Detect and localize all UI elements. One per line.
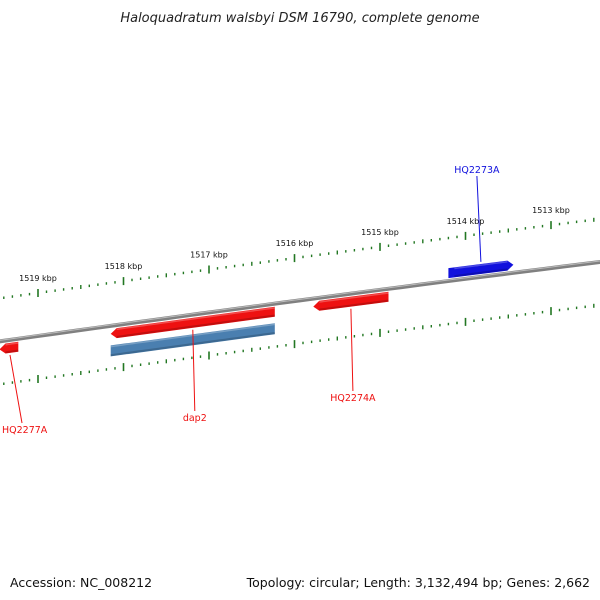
gene-feature-dap2[interactable] [110, 306, 275, 339]
tick-label: 1518 kbp [105, 262, 143, 271]
gene-feature-hq2274a[interactable] [313, 291, 389, 311]
gene-shadow [454, 268, 508, 278]
gene-label-leader [350, 308, 354, 392]
gene-label-leader [476, 175, 482, 262]
gene-highlight [5, 342, 19, 346]
genome-backbone [0, 260, 600, 344]
tick-label: 1517 kbp [190, 251, 228, 260]
gene-label-leader [9, 354, 23, 424]
tick-label: 1516 kbp [276, 239, 314, 248]
gene-label-hq2273a[interactable]: HQ2273A [454, 165, 500, 176]
gene-shadow [5, 349, 19, 354]
gene-highlight [319, 292, 389, 303]
genome-summary-text: Topology: circular; Length: 3,132,494 bp… [246, 575, 590, 590]
backbone-highlight [0, 260, 600, 341]
gene-label-hq2274a[interactable]: HQ2274A [330, 393, 376, 404]
gene-feature-hq2277a[interactable] [0, 341, 19, 354]
tick-label: 1515 kbp [361, 228, 399, 237]
tick-layer: 1513 kbp 1514 kbp 1515 kbp 1516 kbp 1517 kbp… [3, 206, 595, 385]
gene-highlight [116, 307, 275, 331]
gene-layer [0, 260, 514, 357]
gene-label-leader [192, 329, 196, 412]
gene-label-hq2277a[interactable]: HQ2277A [2, 425, 48, 436]
gene-label-dap2[interactable]: dap2 [183, 413, 207, 424]
gene-feature-hq2273a[interactable] [448, 260, 514, 279]
gene-highlight [454, 261, 508, 270]
tick-label: 1513 kbp [532, 206, 570, 215]
gene-shadow [116, 314, 275, 338]
tick-label: 1514 kbp [447, 217, 485, 226]
map-title: Haloquadratum walsbyi DSM 16790, complet… [120, 11, 479, 26]
gene-shadow [319, 299, 389, 311]
accession-text: Accession: NC_008212 [10, 575, 153, 590]
gene-label-layer: HQ2273A HQ2274A dap2 HQ2277A [2, 165, 500, 436]
tick-label: 1519 kbp [19, 274, 57, 283]
